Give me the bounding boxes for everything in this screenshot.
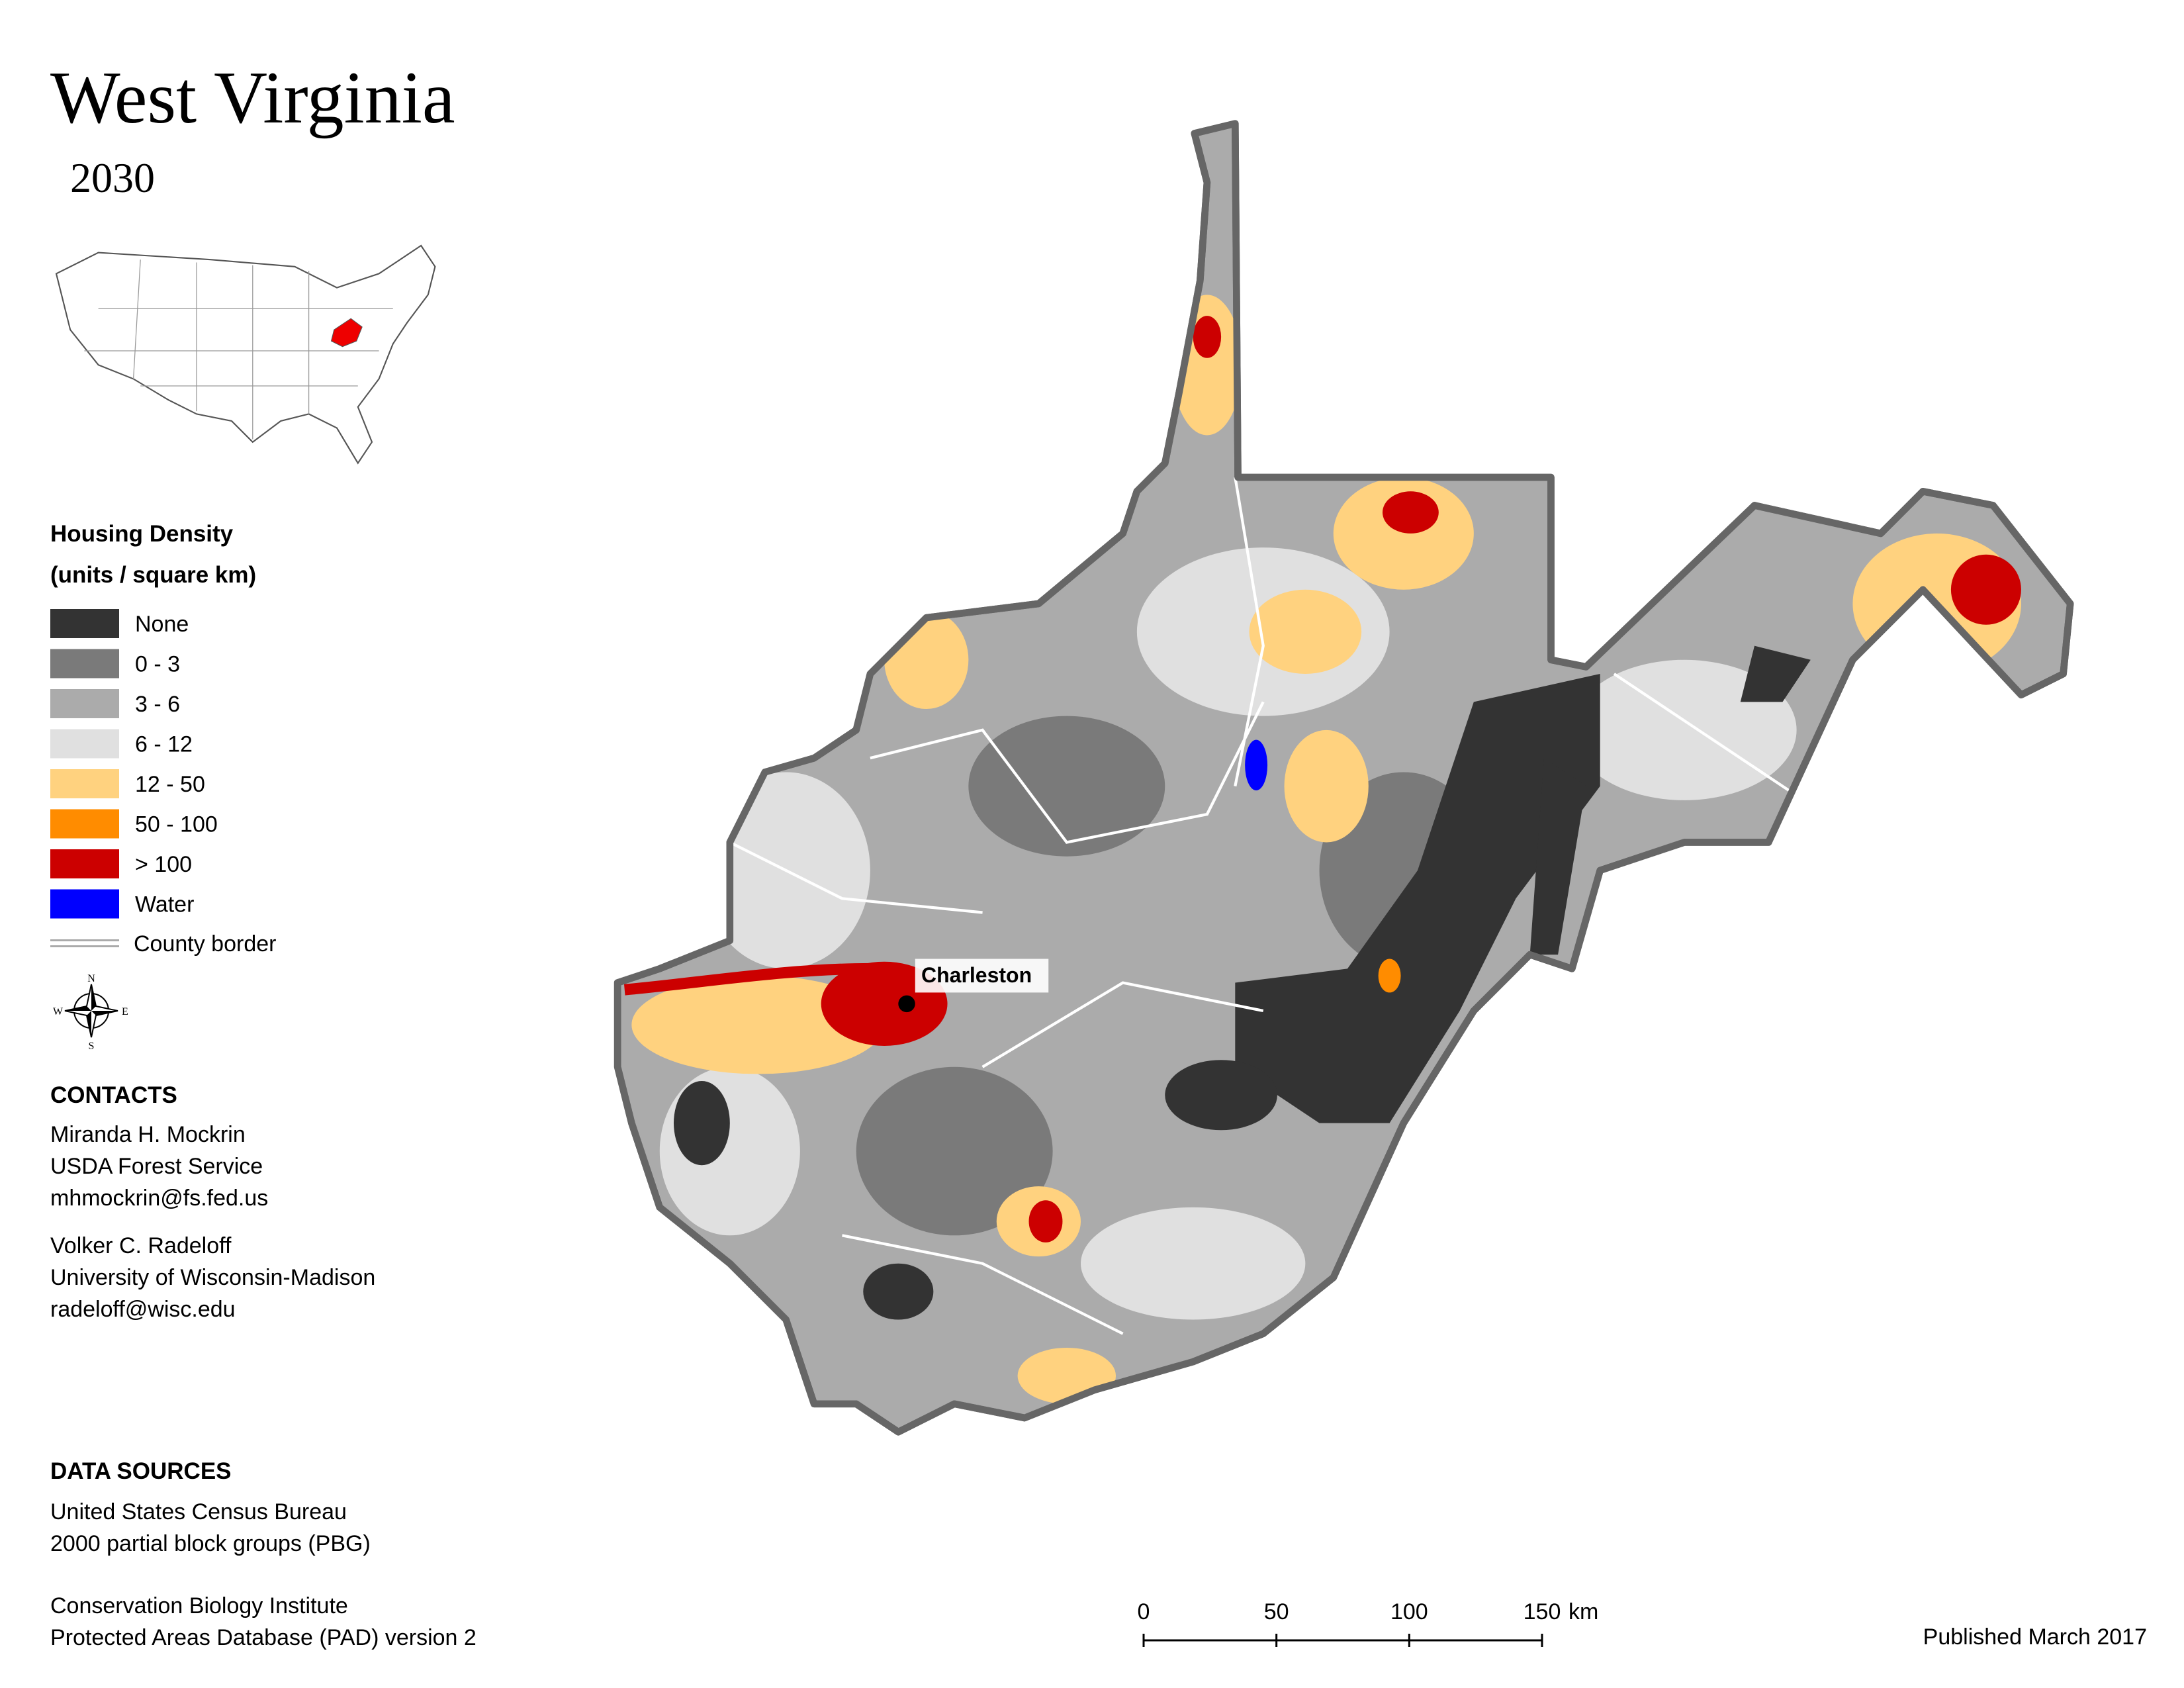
compass-n: N xyxy=(87,973,95,984)
source-line: United States Census Bureau xyxy=(50,1499,347,1524)
contact-line: Miranda H. Mockrin xyxy=(50,1122,246,1147)
contacts: Miranda H. Mockrin USDA Forest Service mhm… xyxy=(50,1122,375,1322)
legend-swatch xyxy=(50,609,119,638)
legend-swatch xyxy=(50,809,119,839)
legend-swatch xyxy=(50,769,119,798)
compass: N E S W xyxy=(53,973,128,1052)
legend-swatch xyxy=(50,889,119,919)
source-line: Conservation Biology Institute xyxy=(50,1593,348,1618)
contact-line: University of Wisconsin-Madison xyxy=(50,1265,375,1290)
legend-label: County border xyxy=(134,931,276,957)
legend-label: 3 - 6 xyxy=(135,692,180,717)
contact-line: Volker C. Radeloff xyxy=(50,1233,232,1258)
source-line: 2000 partial block groups (PBG) xyxy=(50,1531,371,1556)
sources: United States Census Bureau 2000 partial … xyxy=(50,1499,477,1650)
legend-swatch xyxy=(50,649,119,679)
legend: None 0 - 3 3 - 6 6 - 12 12 - 50 50 - 100 > 100… xyxy=(50,609,218,919)
compass-e: E xyxy=(122,1006,128,1017)
legend-swatch xyxy=(50,729,119,759)
legend-swatch xyxy=(50,849,119,878)
legend-label: 50 - 100 xyxy=(135,812,218,837)
legend-border-item: County border xyxy=(50,931,276,957)
inset-map xyxy=(55,244,436,465)
title: West Virginia xyxy=(50,57,455,139)
source-line: Protected Areas Database (PAD) version 2 xyxy=(50,1625,477,1650)
legend-label: 12 - 50 xyxy=(135,772,205,797)
legend-swatch xyxy=(50,689,119,718)
state-map xyxy=(614,120,2074,1436)
legend-label: 6 - 12 xyxy=(135,732,193,757)
compass-w: W xyxy=(53,1006,64,1017)
scale-bar: 0 50 100 150 km xyxy=(1138,1599,1598,1647)
contact-line: USDA Forest Service xyxy=(50,1154,263,1179)
legend-label: 0 - 3 xyxy=(135,652,180,677)
legend-title: Housing Density xyxy=(50,521,234,547)
legend-label: Water xyxy=(135,892,194,917)
legend-subtitle: (units / square km) xyxy=(50,562,256,588)
scale-unit: km xyxy=(1569,1599,1598,1624)
scale-label: 0 xyxy=(1138,1599,1150,1624)
city-label: Charleston xyxy=(921,963,1032,987)
legend-label: > 100 xyxy=(135,852,192,877)
scale-label: 100 xyxy=(1390,1599,1428,1624)
legend-label: None xyxy=(135,612,189,637)
sources-title: DATA SOURCES xyxy=(50,1458,232,1484)
scale-label: 150 xyxy=(1524,1599,1561,1624)
contact-line: radeloff@wisc.edu xyxy=(50,1297,236,1322)
contact-line: mhmockrin@fs.fed.us xyxy=(50,1186,268,1211)
contacts-title: CONTACTS xyxy=(50,1082,177,1108)
compass-s: S xyxy=(89,1041,95,1052)
published-note: Published March 2017 xyxy=(1923,1624,2147,1650)
scale-label: 50 xyxy=(1264,1599,1289,1624)
subtitle: 2030 xyxy=(70,154,155,201)
